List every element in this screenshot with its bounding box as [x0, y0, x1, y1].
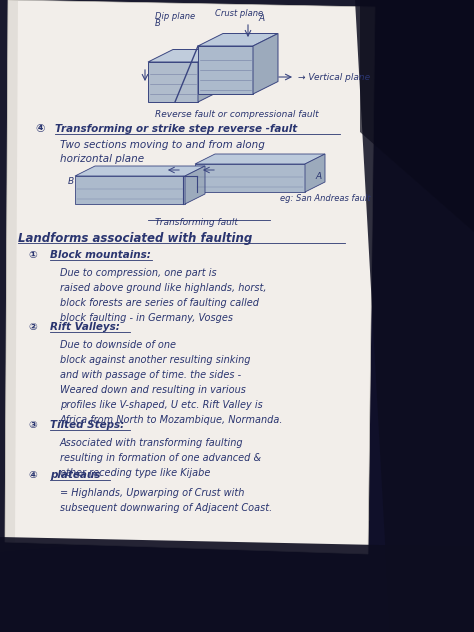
Polygon shape [198, 46, 253, 94]
Polygon shape [360, 0, 474, 232]
Polygon shape [0, 537, 474, 632]
Text: profiles like V-shaped, U etc. Rift Valley is: profiles like V-shaped, U etc. Rift Vall… [60, 400, 263, 410]
Text: ①: ① [28, 250, 37, 260]
Text: Transforming fault: Transforming fault [155, 218, 238, 227]
Polygon shape [148, 49, 223, 62]
Text: resulting in formation of one advanced &: resulting in formation of one advanced & [60, 453, 261, 463]
Text: Dip plane: Dip plane [155, 12, 195, 21]
Polygon shape [0, 512, 474, 632]
Text: plateaus: plateaus [50, 470, 100, 480]
Polygon shape [198, 33, 278, 46]
Polygon shape [5, 0, 18, 542]
Polygon shape [198, 49, 223, 102]
Text: Reverse fault or compressional fault: Reverse fault or compressional fault [155, 110, 319, 119]
Text: Due to downside of one: Due to downside of one [60, 340, 176, 350]
Text: Block mountains:: Block mountains: [50, 250, 151, 260]
Text: Weared down and resulting in various: Weared down and resulting in various [60, 385, 246, 395]
Text: Rift Valleys:: Rift Valleys: [50, 322, 120, 332]
Polygon shape [195, 164, 305, 192]
Text: Africa from North to Mozambique, Normanda.: Africa from North to Mozambique, Normand… [60, 415, 283, 425]
Text: Two sections moving to and from along: Two sections moving to and from along [60, 140, 265, 150]
Text: ②: ② [28, 322, 37, 332]
Text: A: A [258, 14, 264, 23]
Text: B: B [155, 19, 161, 28]
Text: Tilted Steps:: Tilted Steps: [50, 420, 124, 430]
Polygon shape [355, 0, 474, 632]
Text: Crust plane: Crust plane [215, 9, 263, 18]
Text: Due to compression, one part is: Due to compression, one part is [60, 268, 217, 278]
Text: Transforming or strike step reverse -fault: Transforming or strike step reverse -fau… [55, 124, 297, 134]
Text: Landforms associated with faulting: Landforms associated with faulting [18, 232, 252, 245]
Text: block against another resulting sinking: block against another resulting sinking [60, 355, 250, 365]
Polygon shape [305, 154, 325, 192]
Text: subsequent downwaring of Adjacent Coast.: subsequent downwaring of Adjacent Coast. [60, 503, 272, 513]
Text: = Highlands, Upwarping of Crust with: = Highlands, Upwarping of Crust with [60, 488, 245, 498]
Text: eg: San Andreas fault: eg: San Andreas fault [280, 194, 371, 203]
Polygon shape [5, 0, 375, 554]
Polygon shape [195, 154, 325, 164]
Text: ④: ④ [28, 470, 37, 480]
Polygon shape [370, 0, 474, 632]
Polygon shape [148, 62, 198, 102]
Text: ③: ③ [28, 420, 37, 430]
Text: block faulting - in Germany, Vosges: block faulting - in Germany, Vosges [60, 313, 233, 323]
Text: ④: ④ [35, 124, 45, 134]
Text: Associated with transforming faulting: Associated with transforming faulting [60, 438, 244, 448]
Text: → Vertical plane: → Vertical plane [298, 73, 370, 82]
Text: A: A [315, 172, 321, 181]
Polygon shape [185, 166, 205, 204]
Text: B: B [68, 177, 74, 186]
Polygon shape [75, 166, 205, 176]
Polygon shape [75, 176, 185, 204]
Text: block forests are series of faulting called: block forests are series of faulting cal… [60, 298, 259, 308]
Text: other receding type like Kijabe: other receding type like Kijabe [60, 468, 210, 478]
Text: and with passage of time. the sides -: and with passage of time. the sides - [60, 370, 241, 380]
Polygon shape [253, 33, 278, 94]
Text: raised above ground like highlands, horst,: raised above ground like highlands, hors… [60, 283, 266, 293]
Text: horizontal plane: horizontal plane [60, 154, 144, 164]
